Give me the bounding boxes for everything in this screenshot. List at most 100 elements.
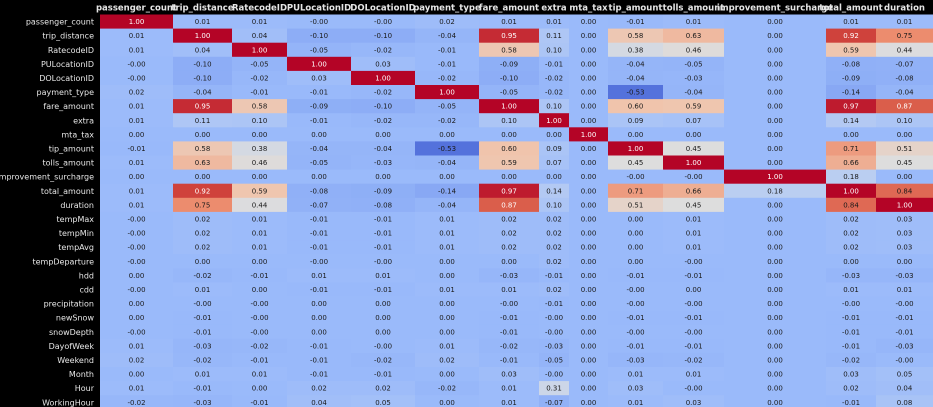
cell-value: 0.00 (581, 173, 597, 181)
cell-value: -0.08 (842, 60, 860, 68)
heatmap-cell (608, 155, 664, 171)
heatmap-cell (569, 127, 609, 142)
cell-value: -0.03 (842, 272, 860, 280)
heatmap-cell (173, 85, 233, 100)
heatmap-cell (826, 324, 877, 340)
heatmap-cell (351, 113, 416, 128)
heatmap-cell (232, 155, 288, 171)
cell-value: 0.92 (195, 187, 211, 195)
cell-value: -0.01 (310, 371, 328, 379)
cell-value: 0.38 (628, 46, 644, 54)
cell-value: 0.00 (767, 103, 783, 111)
cell-value: 0.58 (628, 32, 644, 40)
cell-value: -0.02 (193, 272, 211, 280)
cell-value: 0.01 (129, 32, 145, 40)
cell-value: 0.00 (439, 258, 455, 266)
cell-value: -0.01 (500, 328, 518, 336)
cell-value: 0.00 (375, 173, 391, 181)
cell-value: -0.04 (895, 89, 914, 97)
cell-value: 0.08 (897, 399, 913, 407)
cell-value: 0.00 (581, 356, 597, 364)
cell-value: 0.02 (546, 258, 562, 266)
cell-value: 0.45 (686, 145, 702, 153)
cell-value: 0.60 (501, 145, 517, 153)
heatmap-cell (724, 28, 827, 44)
row-label: Hour (75, 384, 95, 393)
cell-value: -0.00 (127, 230, 145, 238)
heatmap-cell (826, 338, 877, 354)
heatmap-cell (479, 14, 540, 30)
heatmap-cell (876, 197, 933, 213)
cell-value: -0.03 (193, 399, 211, 407)
column-header: RatecodeID (232, 4, 287, 14)
heatmap-cell (173, 268, 233, 283)
heatmap-cell (826, 28, 877, 44)
cell-value: -0.01 (374, 371, 392, 379)
heatmap-cell (232, 268, 288, 283)
cell-value: -0.00 (127, 60, 145, 68)
cell-value: -0.02 (193, 356, 211, 364)
cell-value: 1.00 (439, 89, 455, 97)
cell-value: 0.02 (195, 230, 211, 238)
heatmap-cell (608, 14, 664, 30)
heatmap-cell (100, 70, 174, 86)
cell-value: -0.00 (127, 74, 145, 82)
heatmap-cell (232, 240, 288, 255)
cell-value: 0.00 (129, 371, 145, 379)
cell-value: -0.05 (545, 356, 563, 364)
heatmap-cell (351, 14, 416, 30)
heatmap-cell (876, 99, 933, 114)
cell-value: 0.01 (375, 272, 391, 280)
heatmap-cell (232, 310, 288, 326)
heatmap-cell (569, 268, 609, 283)
cell-value: 0.00 (581, 342, 597, 350)
heatmap-cell (351, 367, 416, 382)
cell-value: 0.00 (581, 159, 597, 167)
row-label: Month (69, 370, 94, 379)
heatmap-cell (826, 85, 877, 100)
heatmap-cell (608, 169, 664, 185)
heatmap-cell (100, 226, 174, 241)
heatmap-cell (539, 296, 570, 312)
heatmap-cell (539, 113, 570, 128)
heatmap-cell (663, 28, 725, 44)
cell-value: 0.02 (546, 286, 562, 294)
cell-value: -0.02 (374, 356, 392, 364)
heatmap-cell (479, 141, 540, 156)
heatmap-cell (479, 85, 540, 100)
cell-value: -0.01 (842, 314, 860, 322)
cell-value: 1.00 (501, 103, 517, 111)
heatmap-cell (351, 28, 416, 44)
cell-value: 0.01 (628, 371, 644, 379)
heatmap-cell (232, 282, 288, 297)
column-header: improvement_surcharge (717, 4, 834, 14)
heatmap-cell (173, 70, 233, 86)
heatmap-cell (173, 240, 233, 255)
heatmap-cell (232, 395, 288, 407)
heatmap-cell (479, 395, 540, 407)
cell-value: 0.02 (843, 385, 859, 393)
cell-value: -0.01 (127, 145, 145, 153)
cell-value: 0.00 (581, 103, 597, 111)
cell-value: 0.11 (195, 117, 211, 125)
heatmap-cell (608, 310, 664, 326)
heatmap-cell (724, 113, 827, 128)
heatmap-cell (100, 310, 174, 326)
heatmap-cell (539, 197, 570, 213)
cell-value: 0.00 (767, 356, 783, 364)
heatmap-cell (232, 85, 288, 100)
heatmap-cell (232, 226, 288, 241)
heatmap-cell (287, 141, 352, 156)
row-label: tempMax (57, 215, 95, 224)
cell-value: 0.00 (767, 342, 783, 350)
row-label: WorkingHour (42, 398, 95, 407)
cell-value: 0.00 (843, 258, 859, 266)
heatmap-cell (569, 211, 609, 227)
heatmap-cell (724, 155, 827, 171)
heatmap-cell (539, 310, 570, 326)
row-label: Weekend (57, 356, 94, 365)
cell-value: 0.00 (581, 258, 597, 266)
heatmap-cell (876, 240, 933, 255)
heatmap-cell (569, 14, 609, 30)
heatmap-cell (287, 352, 352, 368)
